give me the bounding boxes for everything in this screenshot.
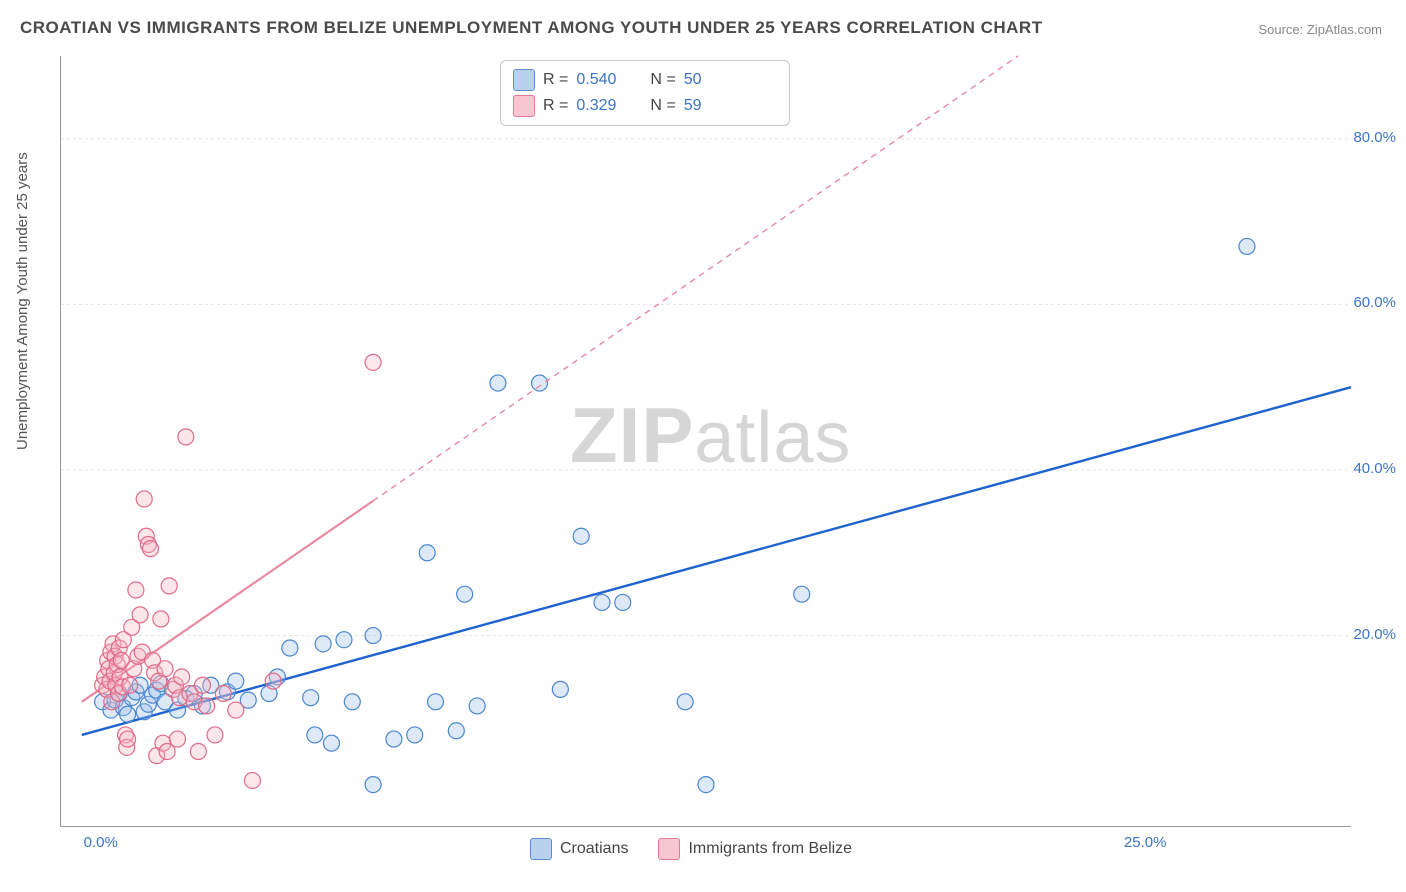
legend-label: Croatians xyxy=(560,840,628,858)
swatch-icon xyxy=(513,95,535,117)
correlation-legend: R = 0.540 N = 50 R = 0.329 N = 59 xyxy=(500,60,790,126)
scatter-chart xyxy=(60,56,1351,827)
swatch-icon xyxy=(513,69,535,91)
chart-title: CROATIAN VS IMMIGRANTS FROM BELIZE UNEMP… xyxy=(20,18,1043,38)
y-tick-label: 20.0% xyxy=(1336,626,1396,643)
swatch-icon xyxy=(658,838,680,860)
x-tick-label: 0.0% xyxy=(84,834,118,851)
n-value: 59 xyxy=(684,97,702,115)
legend-item-croatians: Croatians xyxy=(530,838,628,860)
y-axis-label: Unemployment Among Youth under 25 years xyxy=(14,152,31,450)
r-value: 0.329 xyxy=(576,97,630,115)
legend-row-croatians: R = 0.540 N = 50 xyxy=(513,67,777,93)
n-label: N = xyxy=(650,97,675,115)
series-legend: Croatians Immigrants from Belize xyxy=(530,838,852,860)
y-tick-label: 60.0% xyxy=(1336,294,1396,311)
x-tick-label: 25.0% xyxy=(1124,834,1167,851)
r-value: 0.540 xyxy=(576,71,630,89)
source-attribution: Source: ZipAtlas.com xyxy=(1258,22,1382,37)
y-tick-label: 40.0% xyxy=(1336,460,1396,477)
legend-item-belize: Immigrants from Belize xyxy=(658,838,852,860)
r-label: R = xyxy=(543,71,568,89)
r-label: R = xyxy=(543,97,568,115)
swatch-icon xyxy=(530,838,552,860)
y-tick-label: 80.0% xyxy=(1336,129,1396,146)
n-label: N = xyxy=(650,71,675,89)
n-value: 50 xyxy=(684,71,702,89)
legend-row-belize: R = 0.329 N = 59 xyxy=(513,93,777,119)
legend-label: Immigrants from Belize xyxy=(688,840,852,858)
chart-svg-canvas xyxy=(61,56,1351,826)
